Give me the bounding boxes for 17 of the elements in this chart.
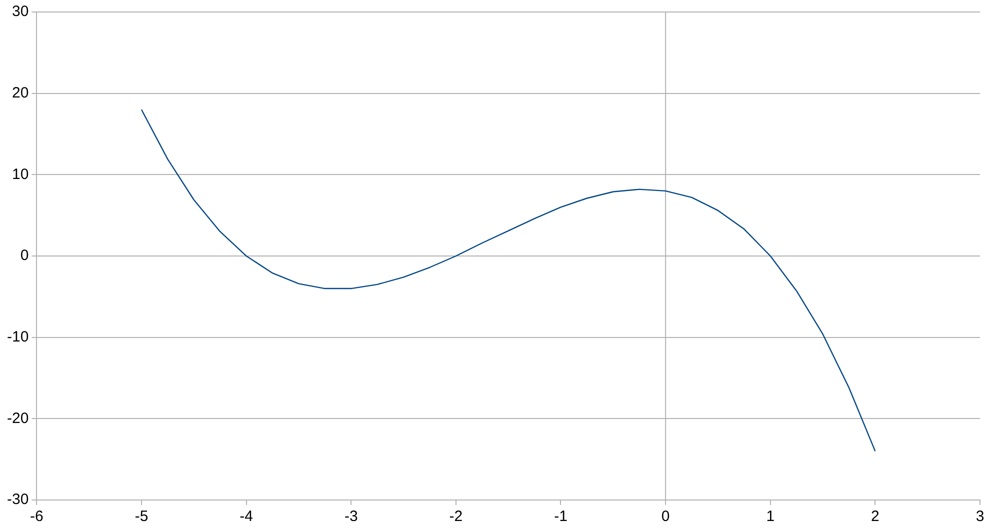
x-tick-label: -3	[344, 508, 358, 526]
x-tick-label: 1	[766, 508, 775, 526]
x-tick-label: -2	[449, 508, 463, 526]
y-tick-label: 0	[20, 247, 29, 264]
x-tick-label: -4	[240, 508, 253, 526]
x-tick-label: -6	[30, 508, 44, 526]
y-tick-label: 10	[12, 166, 29, 183]
y-tick-label: -20	[6, 410, 29, 427]
x-tick-label: -5	[134, 508, 148, 526]
x-tick-label: 2	[871, 508, 880, 526]
y-tick-label: 20	[12, 84, 29, 102]
y-tick-label: -30	[6, 491, 29, 508]
y-tick-label: 30	[12, 3, 29, 20]
x-tick-label: 3	[976, 508, 984, 526]
x-tick-label: -1	[554, 508, 568, 526]
y-tick-label: -10	[6, 328, 29, 346]
x-tick-label: 0	[661, 508, 670, 526]
